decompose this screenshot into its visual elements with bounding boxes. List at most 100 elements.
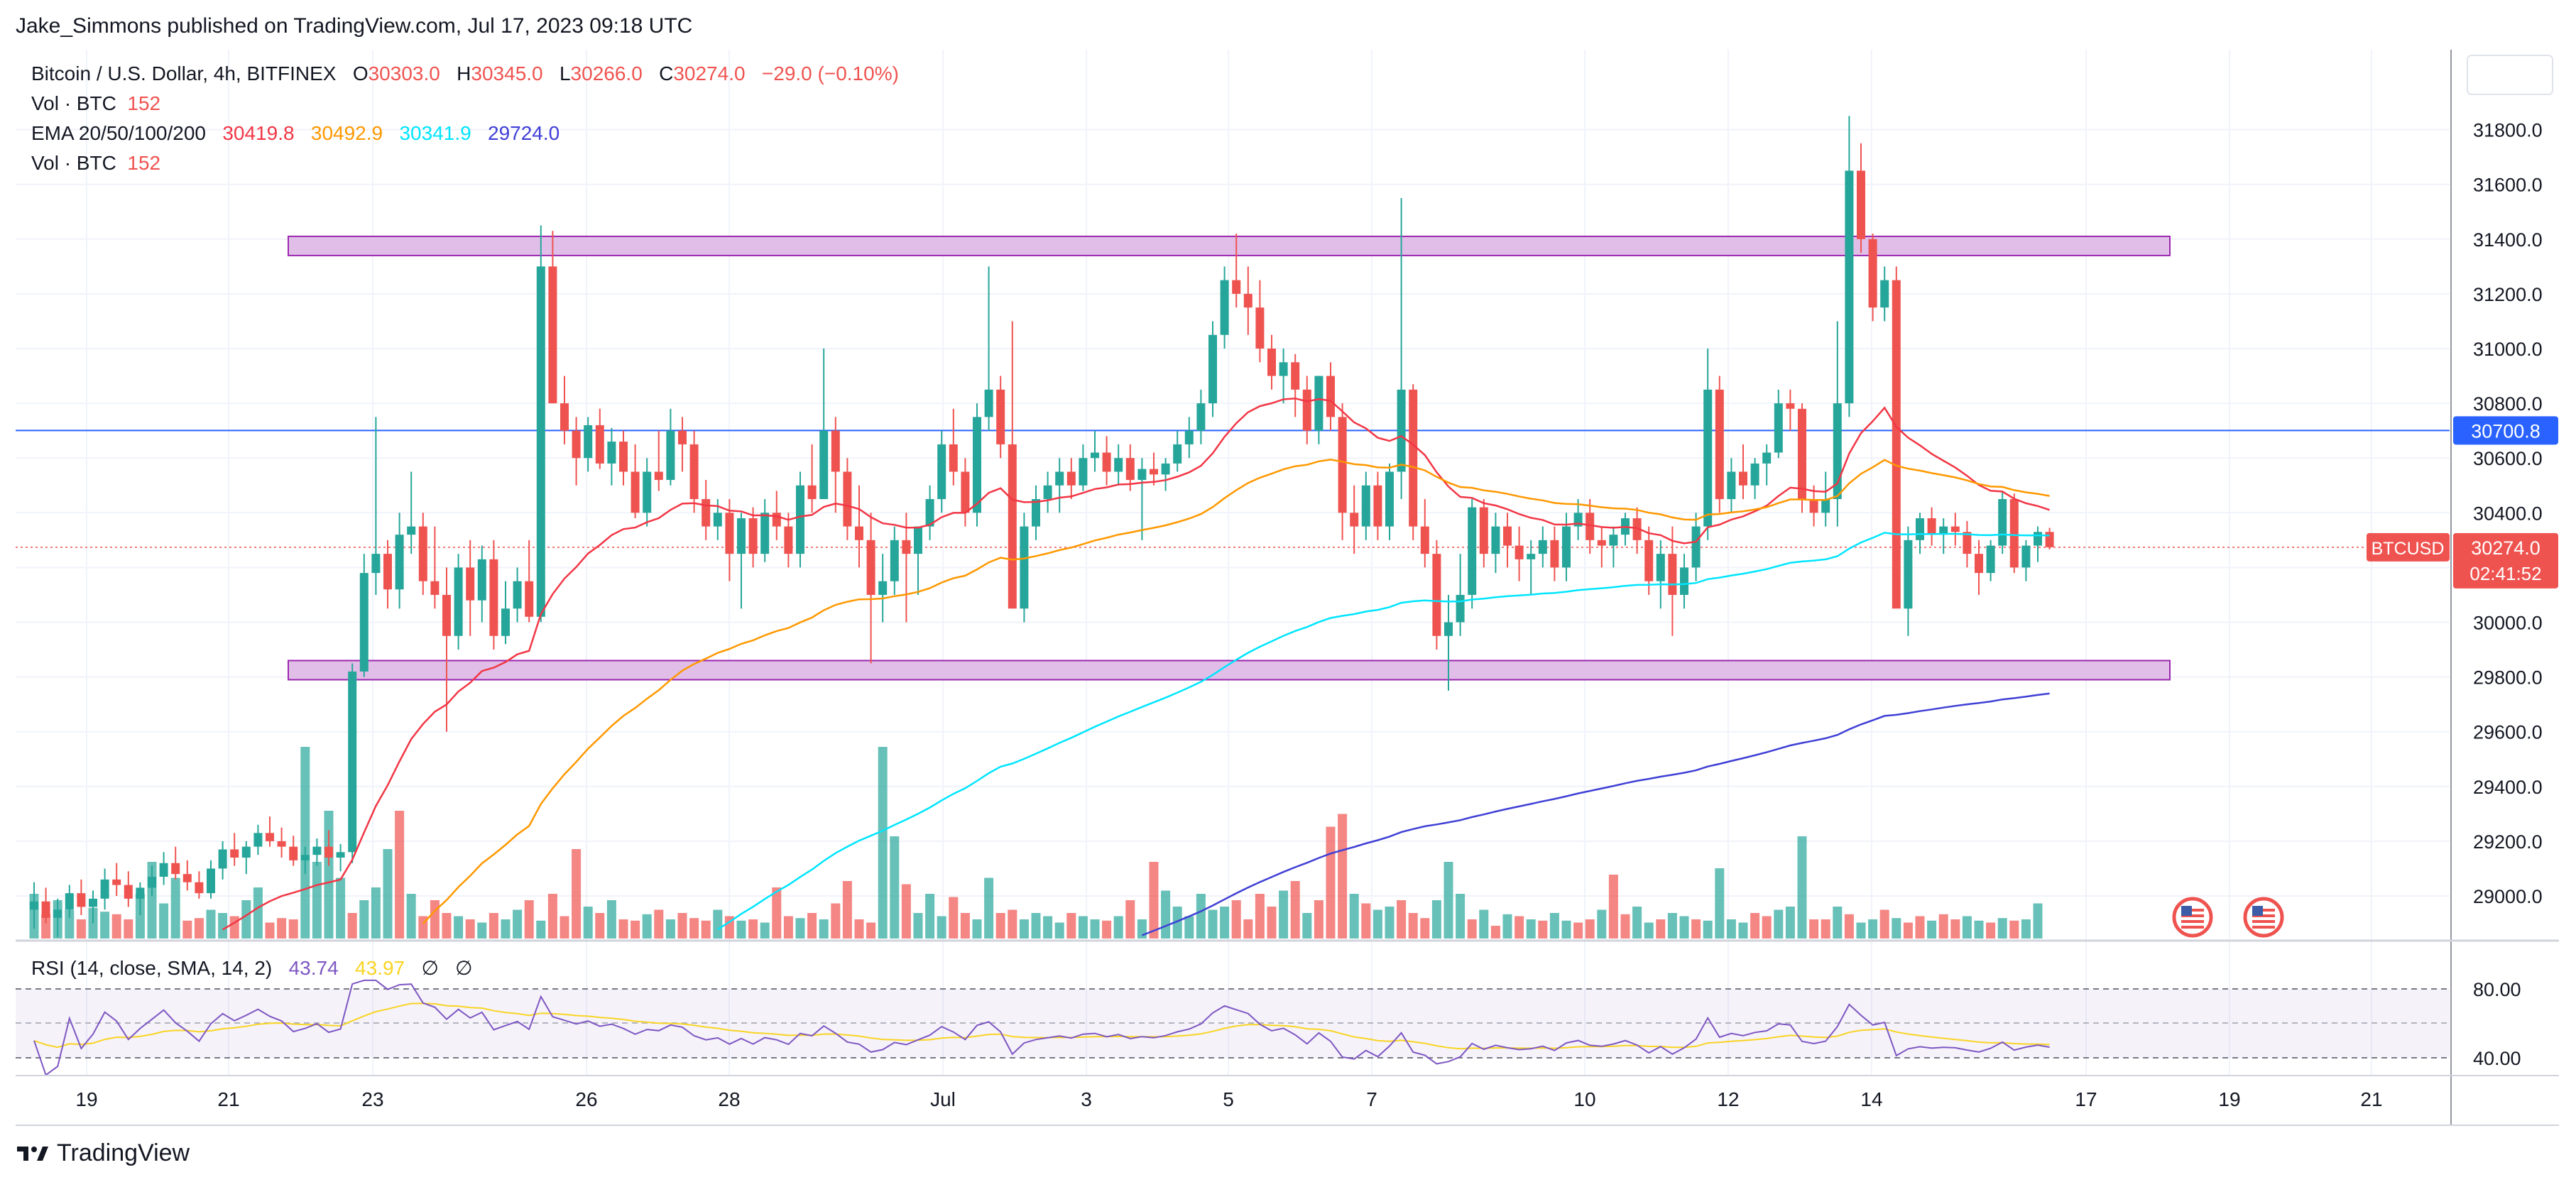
candle-body (1892, 280, 1901, 609)
volume-bar (1431, 900, 1441, 939)
candle-body (1527, 554, 1536, 559)
candle-body (1491, 526, 1500, 554)
candle-body (643, 471, 652, 513)
volume-bar (241, 900, 251, 939)
candle-body (1232, 280, 1241, 294)
volume-bar (1986, 922, 1996, 939)
candle-body (241, 846, 251, 858)
candle-body (890, 540, 899, 581)
volume-bar (206, 909, 216, 939)
price-tick-label: 30800.0 (2473, 393, 2543, 415)
candle-body (1845, 170, 1854, 404)
candle-body (914, 526, 922, 554)
volume-bar (1184, 916, 1194, 939)
candlesticks (30, 116, 2054, 937)
volume-bar (1597, 909, 1607, 939)
volume-bar (1868, 919, 1878, 939)
volume-bar (913, 913, 923, 939)
candle-body (1079, 458, 1088, 486)
candle-body (253, 833, 263, 847)
legend-volume-2[interactable]: Vol · BTC 152 (31, 152, 160, 175)
candle-body (1597, 540, 1606, 546)
price-tick-label: 29800.0 (2473, 667, 2543, 689)
brand-name: TradingView (57, 1139, 190, 1166)
volume-bar (901, 884, 911, 939)
price-tick-label: 31800.0 (2473, 120, 2543, 141)
candle-body (336, 852, 345, 858)
volume-bar (1255, 894, 1265, 939)
volume-bar (524, 900, 534, 939)
volume-bar (229, 916, 239, 939)
candle-body (1243, 293, 1252, 308)
legend-volume-1[interactable]: Vol · BTC 152 (31, 92, 160, 115)
ema-label: EMA 20/50/100/200 (31, 122, 206, 144)
volume-bar (312, 862, 322, 939)
volume-bar (1338, 814, 1348, 939)
volume-bar (477, 922, 487, 939)
candle-body (489, 559, 498, 636)
candle-body (1125, 458, 1135, 481)
time-tick-label: 17 (2075, 1088, 2097, 1110)
volume-bar (1054, 922, 1064, 939)
volume-bar (1879, 909, 1889, 939)
candle-body (1385, 471, 1394, 527)
price-tick-label: 31600.0 (2473, 175, 2543, 196)
price-axis: 29000.0 29200.0 29400.0 29600.0 29800.0 30000… (2473, 120, 2543, 1069)
us-flag-icon[interactable] (2243, 897, 2284, 938)
volume-bar (1208, 909, 1218, 939)
candle-body (348, 671, 357, 853)
volume-bar (347, 913, 357, 939)
tradingview-logo-icon (17, 1146, 48, 1161)
volume-bar (1762, 916, 1772, 939)
volume-bar (890, 836, 900, 939)
legend-ema[interactable]: EMA 20/50/100/200 30419.8 30492.9 30341.… (31, 122, 560, 145)
volume-bar (713, 909, 723, 939)
time-tick-label: 21 (2360, 1088, 2382, 1110)
candle-body (1880, 280, 1889, 308)
volume-bar (1585, 919, 1595, 939)
volume-bar (253, 887, 263, 939)
candle-body (1998, 499, 2007, 546)
published-line: Jake_Simmons published on TradingView.co… (16, 14, 693, 38)
volume-bar (1903, 922, 1913, 939)
time-tick-label: 14 (1860, 1088, 1882, 1110)
candle-body (1184, 430, 1194, 444)
rsi-label: RSI (14, close, SMA, 14, 2) (31, 957, 273, 979)
high-value: 30345.0 (471, 62, 543, 84)
volume-bar (949, 897, 959, 939)
volume-bar (1644, 922, 1654, 939)
volume-bar (819, 919, 829, 939)
ema20-line (222, 397, 2050, 931)
volume-bar (1102, 920, 1112, 939)
time-tick-label: 19 (2218, 1088, 2240, 1110)
candle-body (925, 499, 934, 527)
rsi-legend[interactable]: RSI (14, close, SMA, 14, 2) 43.74 43.97 … (31, 956, 473, 980)
volume-bar (1927, 920, 1937, 939)
candle-body (359, 573, 369, 672)
volume-bar (854, 919, 864, 939)
volume-bar (1561, 920, 1571, 939)
volume-bar (1738, 922, 1748, 939)
candle-body (1750, 463, 1759, 486)
candle-body (442, 594, 451, 636)
time-tick-label: 7 (1366, 1088, 1377, 1110)
volume-bar (100, 912, 110, 939)
volume-bars (29, 747, 2043, 939)
candle-body (1550, 540, 1559, 568)
candle-body (466, 567, 475, 601)
candle-body (1338, 417, 1347, 513)
candle-body (1986, 545, 1995, 574)
us-flag-icon[interactable] (2172, 897, 2213, 938)
ema100-value: 30341.9 (399, 122, 471, 144)
volume-bar (1397, 900, 1407, 939)
candle-body (1786, 403, 1795, 409)
symbol-name[interactable]: Bitcoin / U.S. Dollar, 4h, BITFINEX (31, 62, 337, 84)
volume-bar (1137, 919, 1147, 939)
volume-bar (324, 811, 334, 939)
candle-body (100, 879, 109, 899)
ema200-line (1141, 692, 2050, 936)
candle-body (1833, 403, 1842, 500)
volume-bar (1467, 919, 1477, 939)
tradingview-footer[interactable]: TradingView (16, 1139, 190, 1167)
